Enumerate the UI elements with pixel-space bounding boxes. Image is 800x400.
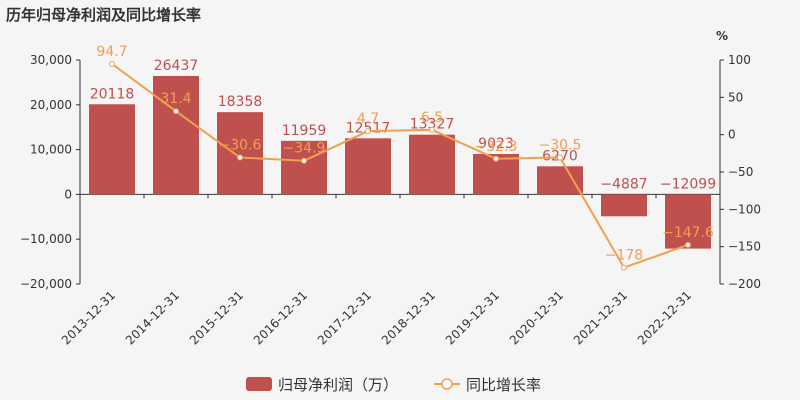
bar [601,194,647,217]
left-tick-label: 30,000 [30,53,72,67]
bar-value-label: 20118 [90,86,135,102]
bar [409,134,455,195]
line-value-label: −147.6 [662,225,714,241]
right-tick-label: 0 [728,128,736,142]
line-value-label: −30.6 [219,138,262,154]
line-value-label: 6.5 [421,110,443,126]
x-tick-label: 2021-12-31 [571,288,630,347]
bar-value-label: 9023 [478,136,514,152]
left-tick-label: 0 [64,187,72,201]
right-tick-label: 100 [728,53,751,67]
x-tick-label: 2015-12-31 [187,288,246,347]
bar [153,75,199,195]
x-tick-label: 2014-12-31 [123,288,182,347]
right-tick-label: −200 [728,277,761,291]
x-tick-label: 2019-12-31 [443,288,502,347]
legend-bar-swatch [246,377,272,391]
legend-bar-label: 归母净利润（万） [278,376,398,394]
left-tick-label: −20,000 [20,277,72,291]
bar [345,138,391,195]
x-tick-label: 2020-12-31 [507,288,566,347]
right-tick-label: 50 [728,90,743,104]
x-tick-label: 2018-12-31 [379,288,438,347]
growth-rate-line [111,63,689,269]
line-point [237,154,243,161]
line-value-label: −34.9 [283,141,326,157]
line-value-label: 94.7 [96,44,127,60]
bar-value-label: 26437 [154,58,199,74]
bar-value-label: −12099 [660,176,716,192]
bar-value-label: 18358 [218,94,263,110]
x-tick-label: 2017-12-31 [315,288,374,347]
line-value-label: −30.5 [539,137,582,153]
legend-line-label: 同比增长率 [466,376,541,394]
left-tick-label: −10,000 [20,232,72,246]
line-point [365,128,371,135]
bar [665,194,711,249]
bar-value-label: −4887 [600,176,647,192]
legend-line-marker [441,378,453,390]
line-value-label: 31.4 [160,91,191,107]
bar [281,140,327,195]
line-point [429,126,435,133]
x-tick-label: 2016-12-31 [251,288,310,347]
line-point [493,155,499,162]
chart-title: 历年归母净利润及同比增长率 [6,6,202,24]
bar [537,166,583,195]
bar [89,104,135,195]
right-tick-label: −150 [728,240,761,254]
bar-value-label: 13327 [410,117,455,133]
line-value-label: 4.7 [357,111,379,127]
line-point [557,154,563,161]
bar-value-label: 11959 [282,123,327,139]
line-value-label: −32.3 [475,139,518,155]
right-axis-unit: % [716,29,728,43]
line-point [301,157,307,164]
x-tick-label: 2022-12-31 [635,288,694,347]
line-point [621,264,627,271]
x-tick-label: 2013-12-31 [59,288,118,347]
line-point [173,108,179,115]
right-tick-label: −50 [728,165,753,179]
right-tick-label: −100 [728,202,761,216]
line-value-label: −178 [605,248,643,264]
left-tick-label: 20,000 [30,98,72,112]
bar [217,112,263,195]
left-tick-label: 10,000 [30,143,72,157]
line-point [109,60,115,67]
line-point [685,241,691,248]
